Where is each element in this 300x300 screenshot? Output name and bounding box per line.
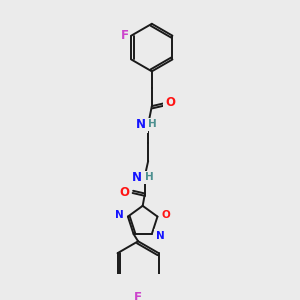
Text: F: F — [134, 291, 142, 300]
Text: O: O — [119, 186, 129, 199]
Text: O: O — [161, 210, 170, 220]
Text: N: N — [115, 210, 124, 220]
Text: F: F — [121, 29, 129, 42]
Text: N: N — [136, 118, 146, 131]
Text: N: N — [132, 171, 142, 184]
Text: N: N — [156, 231, 164, 241]
Text: H: H — [145, 172, 154, 182]
Text: H: H — [148, 119, 157, 129]
Text: O: O — [165, 96, 175, 109]
